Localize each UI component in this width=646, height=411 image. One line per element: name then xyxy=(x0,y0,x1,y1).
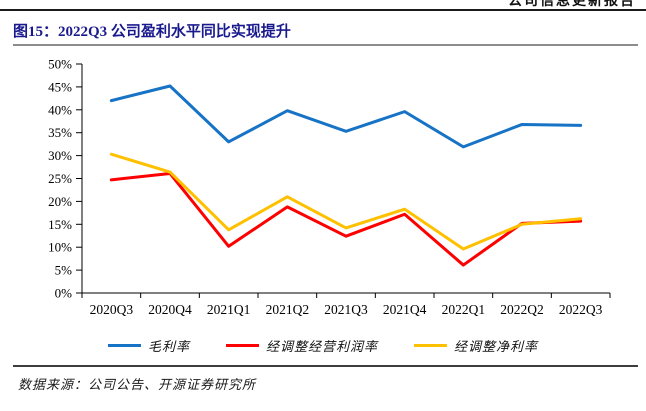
legend-line-swatch xyxy=(414,344,447,347)
y-tick-label: 20% xyxy=(48,194,72,209)
line-chart: 0% 5% 10% 15% 20% 25% 30% 35% 40% 45% 50% 2020Q3 202… xyxy=(0,55,646,330)
x-tick-label: 2021Q1 xyxy=(207,302,251,317)
series-line-0 xyxy=(109,84,583,149)
y-tick-label: 10% xyxy=(48,240,72,255)
series-line-2 xyxy=(109,152,583,251)
footer-divider xyxy=(13,365,638,367)
legend-item-0: 毛利率 xyxy=(107,336,190,355)
page-header: 公司信息更新报告 xyxy=(0,0,646,9)
x-tick-label: 2021Q4 xyxy=(383,302,427,317)
chart-canvas: 0% 5% 10% 15% 20% 25% 30% 35% 40% 45% 50% 2020Q3 202… xyxy=(48,57,611,317)
x-tick-label: 2022Q2 xyxy=(500,302,544,317)
legend-line-swatch xyxy=(225,344,259,347)
legend-label: 经调整净利率 xyxy=(454,339,539,354)
report-type-label: 公司信息更新报告 xyxy=(508,0,636,9)
y-tick-label: 15% xyxy=(48,217,72,232)
header-divider xyxy=(0,9,646,11)
y-tick-label: 0% xyxy=(55,286,73,301)
x-tick-label: 2022Q1 xyxy=(442,302,486,317)
y-tick-label: 5% xyxy=(55,263,73,278)
y-tick-label: 35% xyxy=(48,125,72,140)
chart-legend: 毛利率 经调整经营利润率 经调整净利率 xyxy=(0,336,646,355)
y-tick-label: 30% xyxy=(48,148,72,163)
legend-label: 经调整经营利润率 xyxy=(265,339,378,354)
x-tick-label: 2020Q3 xyxy=(90,302,134,317)
series-line-1 xyxy=(109,171,583,267)
legend-item-1: 经调整经营利润率 xyxy=(225,336,378,355)
figure-title: 图15：2022Q3 公司盈利水平同比实现提升 xyxy=(13,24,291,40)
x-tick-label: 2022Q3 xyxy=(559,302,603,317)
legend-label: 毛利率 xyxy=(147,339,190,354)
y-tick-label: 45% xyxy=(48,79,72,94)
x-tick-label: 2021Q3 xyxy=(324,302,368,317)
title-divider xyxy=(13,44,638,46)
y-tick-label: 50% xyxy=(48,57,72,72)
x-tick-label: 2021Q2 xyxy=(266,302,310,317)
y-tick-label: 40% xyxy=(48,102,72,117)
data-source-note: 数据来源：公司公告、开源证券研究所 xyxy=(18,377,257,392)
legend-item-2: 经调整净利率 xyxy=(414,336,538,355)
x-tick-label: 2020Q4 xyxy=(148,302,192,317)
y-tick-label: 25% xyxy=(48,171,72,186)
legend-line-swatch xyxy=(107,344,141,347)
